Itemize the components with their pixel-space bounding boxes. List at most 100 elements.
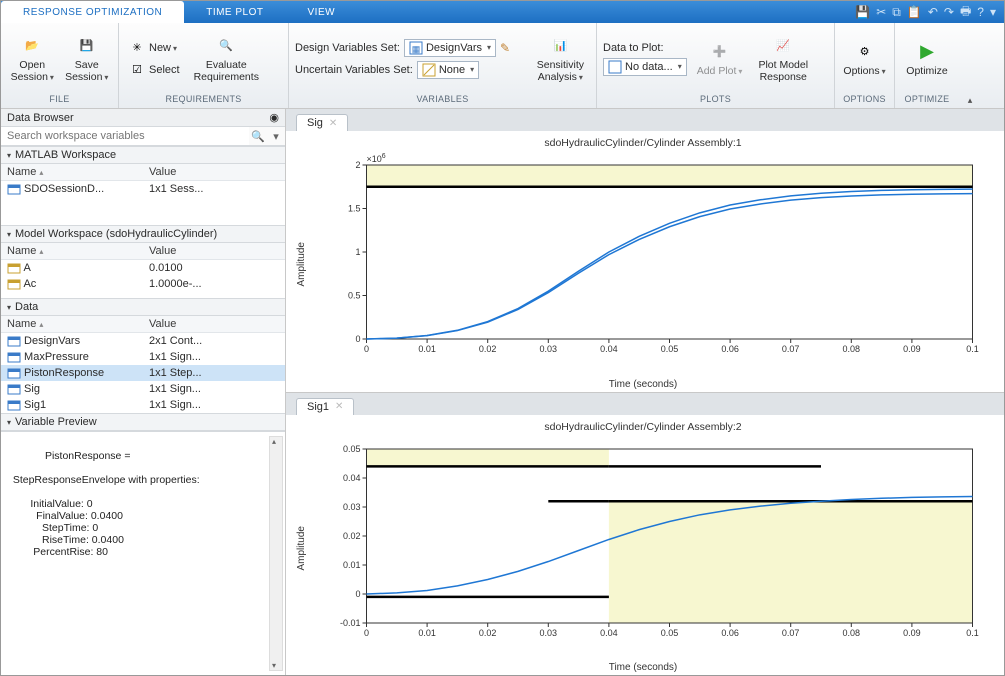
copy-icon[interactable]: ⧉: [892, 5, 901, 20]
plot1-ylabel: Amplitude: [294, 151, 309, 379]
svg-text:0.07: 0.07: [782, 628, 800, 638]
svg-text:2: 2: [355, 160, 360, 170]
plot2-chart: 00.010.020.030.040.050.060.070.080.090.1…: [309, 435, 992, 645]
table-row[interactable]: Sig1x1 Sign...: [1, 381, 285, 397]
evaluate-requirements-button[interactable]: 🔍 Evaluate Requirements: [188, 32, 265, 85]
help-icon[interactable]: ?: [977, 5, 984, 19]
select-requirement-button[interactable]: ☑ Select: [125, 60, 184, 80]
svg-text:0.02: 0.02: [343, 531, 361, 541]
menu-icon[interactable]: ▾: [990, 5, 996, 19]
uncertain-vars-select[interactable]: None: [417, 61, 479, 79]
save-session-button[interactable]: 💾 Save Session: [62, 32, 113, 85]
run-icon: ▶: [915, 40, 939, 64]
table-row[interactable]: DesignVars2x1 Cont...: [1, 333, 285, 350]
folder-open-icon: 📂: [20, 34, 44, 58]
svg-text:0.03: 0.03: [343, 502, 361, 512]
svg-text:0.03: 0.03: [540, 344, 558, 354]
quick-access-toolbar: 💾 ✂ ⧉ 📋 ↶ ↷ 🖶 ? ▾: [847, 1, 1004, 23]
close-tab-icon[interactable]: ✕: [335, 401, 343, 412]
plot-tab-sig[interactable]: Sig ✕: [296, 114, 348, 131]
svg-text:1: 1: [355, 247, 360, 257]
open-session-button[interactable]: 📂 Open Session: [7, 32, 58, 85]
matlab-workspace-table: Name ▴Value SDOSessionD...1x1 Sess...: [1, 164, 285, 197]
search-input[interactable]: [1, 127, 249, 145]
table-row[interactable]: MaxPressure1x1 Sign...: [1, 349, 285, 365]
cut-icon[interactable]: ✂: [876, 5, 886, 19]
close-tab-icon[interactable]: ✕: [329, 118, 337, 129]
collapse-ribbon-icon[interactable]: ▴: [968, 95, 973, 106]
save-icon[interactable]: 💾: [855, 5, 870, 19]
plot-tab-sig1[interactable]: Sig1 ✕: [296, 398, 354, 415]
data-table: Name ▴Value DesignVars2x1 Cont... MaxPre…: [1, 316, 285, 413]
undo-icon[interactable]: ↶: [928, 5, 938, 19]
sensitivity-analysis-button[interactable]: 📊 Sensitivity Analysis: [531, 32, 590, 85]
svg-text:0.1: 0.1: [966, 344, 979, 354]
svg-text:0.5: 0.5: [348, 291, 361, 301]
add-plot-icon: ➕: [708, 40, 732, 64]
search-icon[interactable]: 🔍: [249, 130, 267, 143]
data-browser-title: Data Browser: [7, 112, 74, 124]
print-icon[interactable]: 🖶: [960, 2, 971, 23]
search-dropdown-icon[interactable]: ▾: [267, 130, 285, 143]
plot1-chart: 00.010.020.030.040.050.060.070.080.090.1…: [309, 151, 992, 361]
design-vars-select[interactable]: ▦ DesignVars: [404, 39, 496, 57]
ribbon-toolbar: 📂 Open Session 💾 Save Session FILE ✳ New…: [1, 23, 1004, 109]
data-to-plot-label: Data to Plot:: [603, 42, 664, 54]
tab-time-plot[interactable]: TIME PLOT: [184, 1, 285, 23]
svg-text:0.09: 0.09: [903, 628, 921, 638]
ribbon-group-file-label: FILE: [1, 94, 118, 108]
svg-text:0.06: 0.06: [721, 344, 739, 354]
data-to-plot-select[interactable]: No data...: [603, 58, 687, 76]
svg-text:0: 0: [355, 589, 360, 599]
redo-icon[interactable]: ↷: [944, 5, 954, 19]
new-requirement-button[interactable]: ✳ New: [125, 38, 184, 58]
table-row[interactable]: Ac1.0000e-...: [1, 276, 285, 292]
evaluate-icon: 🔍: [214, 34, 238, 58]
table-row[interactable]: Sig11x1 Sign...: [1, 397, 285, 413]
svg-text:0.04: 0.04: [600, 344, 618, 354]
svg-text:0: 0: [364, 628, 369, 638]
variable-preview: PistonResponse = StepResponseEnvelope wi…: [1, 431, 285, 675]
plot-pane-sig1: Sig1 ✕ sdoHydraulicCylinder/Cylinder Ass…: [286, 393, 1004, 676]
svg-text:0.06: 0.06: [721, 628, 739, 638]
tab-response-optimization[interactable]: RESPONSE OPTIMIZATION: [1, 1, 184, 23]
add-plot-button[interactable]: ➕ Add Plot: [691, 38, 749, 80]
svg-text:0.04: 0.04: [600, 628, 618, 638]
svg-text:0.01: 0.01: [418, 628, 436, 638]
paste-icon[interactable]: 📋: [907, 5, 922, 19]
uncertain-vars-label: Uncertain Variables Set:: [295, 64, 413, 76]
table-row[interactable]: A0.0100: [1, 260, 285, 277]
none-icon: [422, 63, 436, 77]
plot2-title: sdoHydraulicCylinder/Cylinder Assembly:2: [294, 421, 992, 433]
ribbon-group-variables-label: VARIABLES: [289, 94, 596, 108]
optimize-button[interactable]: ▶ Optimize: [901, 38, 953, 80]
plot-model-response-button[interactable]: 📈 Plot Model Response: [752, 32, 814, 85]
model-workspace-header[interactable]: Model Workspace (sdoHydraulicCylinder): [1, 225, 285, 243]
svg-text:0: 0: [355, 334, 360, 344]
variable-preview-header[interactable]: Variable Preview: [1, 413, 285, 431]
app-tabstrip: RESPONSE OPTIMIZATION TIME PLOT VIEW 💾 ✂…: [1, 1, 1004, 23]
svg-text:0.05: 0.05: [661, 344, 679, 354]
svg-text:0.05: 0.05: [661, 628, 679, 638]
plot-data-icon: [608, 60, 622, 74]
plot1-title: sdoHydraulicCylinder/Cylinder Assembly:1: [294, 137, 992, 149]
svg-text:0.07: 0.07: [782, 344, 800, 354]
sensitivity-icon: 📊: [548, 34, 572, 58]
svg-text:0.1: 0.1: [966, 628, 979, 638]
plot1-xlabel: Time (seconds): [294, 379, 992, 390]
table-row[interactable]: SDOSessionD...1x1 Sess...: [1, 181, 285, 198]
data-header[interactable]: Data: [1, 298, 285, 316]
svg-text:0.08: 0.08: [843, 344, 861, 354]
svg-text:0.01: 0.01: [343, 560, 361, 570]
ribbon-group-requirements-label: REQUIREMENTS: [119, 94, 288, 108]
panel-menu-icon[interactable]: ◉: [269, 111, 279, 124]
options-button[interactable]: ⚙ Options: [841, 38, 888, 80]
tab-view[interactable]: VIEW: [286, 1, 358, 23]
matlab-workspace-header[interactable]: MATLAB Workspace: [1, 146, 285, 164]
svg-text:×106: ×106: [367, 153, 386, 164]
preview-scrollbar[interactable]: [269, 436, 283, 671]
gear-icon: ⚙: [853, 40, 877, 64]
edit-design-vars-icon[interactable]: ✎: [500, 41, 510, 55]
table-row[interactable]: PistonResponse1x1 Step...: [1, 365, 285, 381]
plots-area: Sig ✕ sdoHydraulicCylinder/Cylinder Asse…: [286, 109, 1004, 675]
